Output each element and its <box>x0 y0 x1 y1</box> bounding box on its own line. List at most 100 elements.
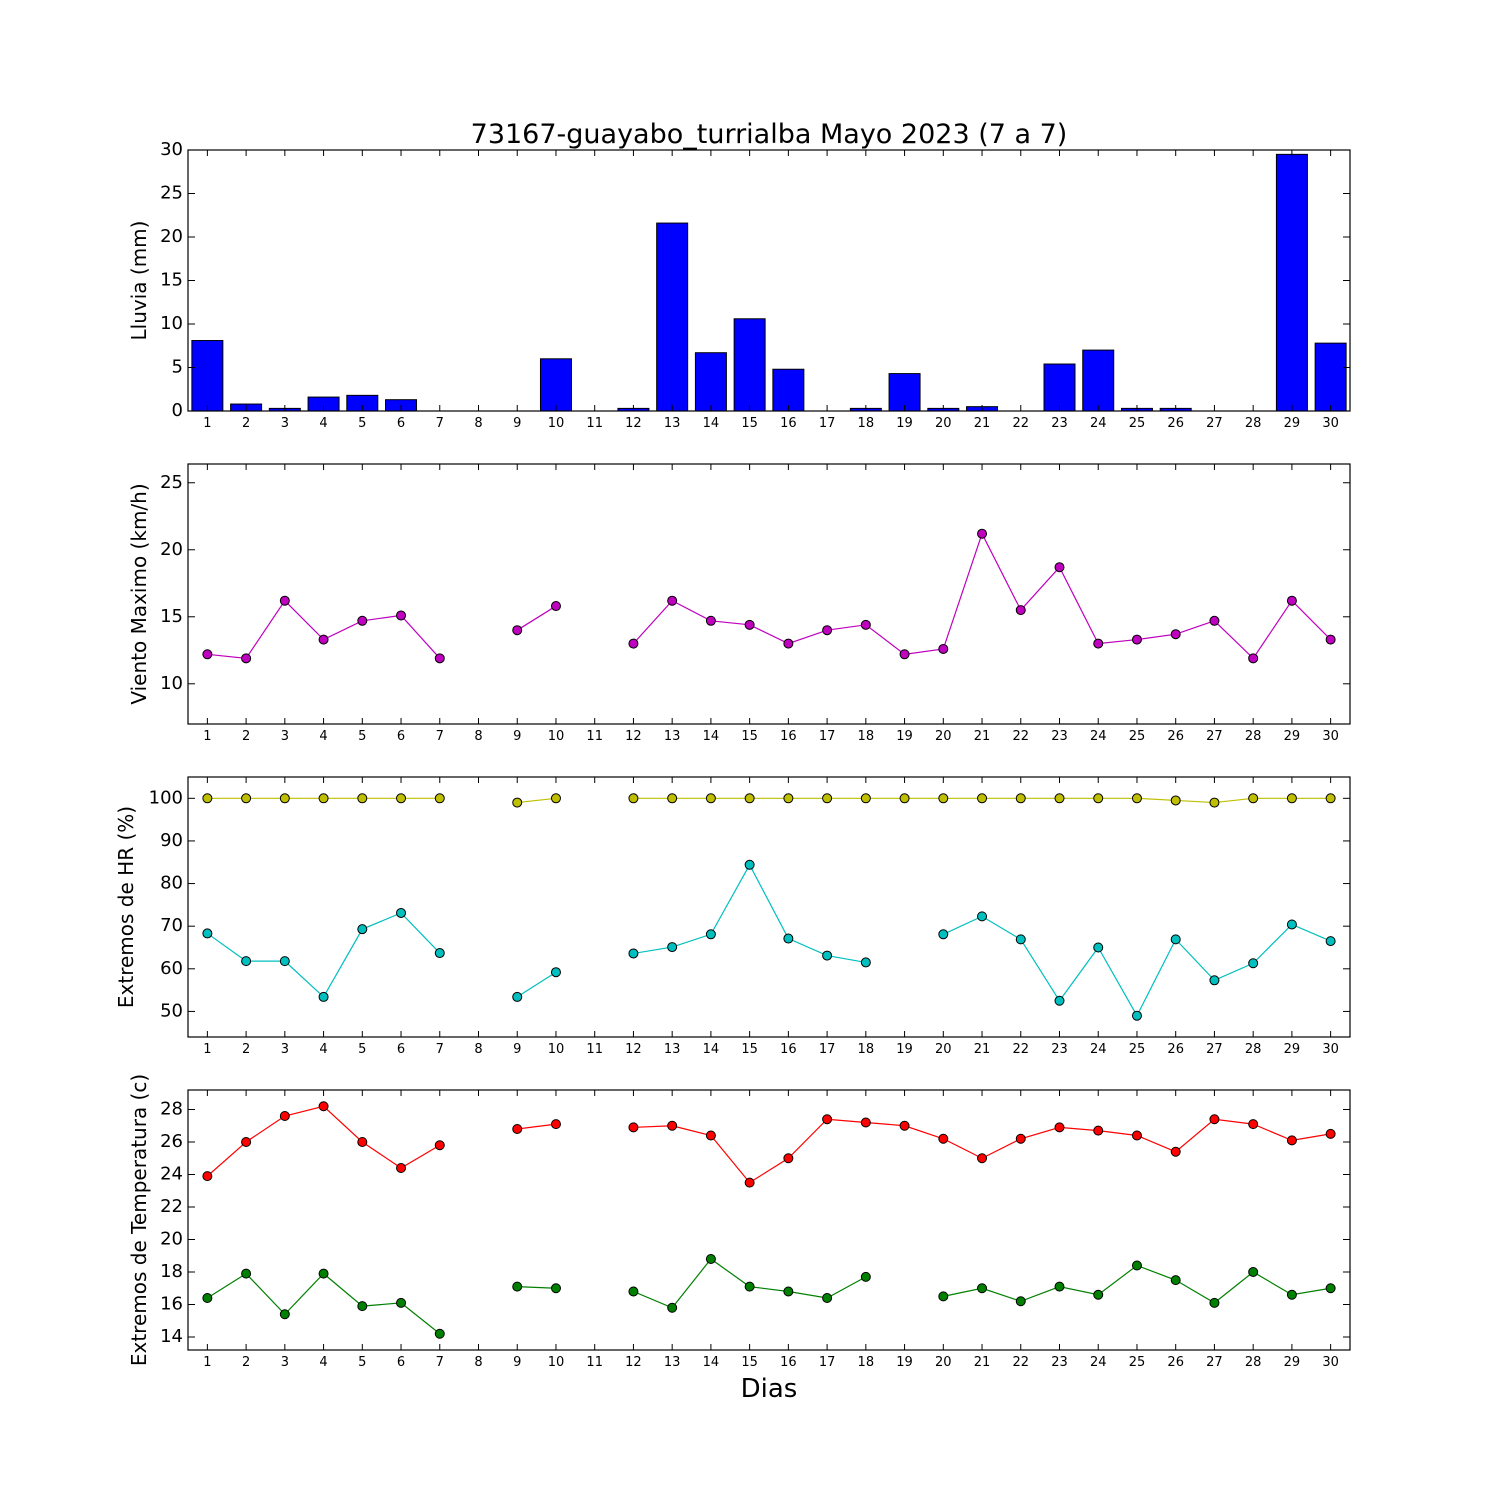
x-tick-label: 21 <box>974 416 991 431</box>
x-tick-label: 26 <box>1167 1355 1184 1370</box>
x-tick-label: 19 <box>896 1042 913 1057</box>
series-2-point-day-6 <box>396 1297 407 1308</box>
series-2-point-day-9 <box>512 991 523 1002</box>
series-2-point-day-22 <box>1015 1296 1026 1307</box>
series-1-point-day-14 <box>705 793 716 804</box>
y-tick-label: 25 <box>160 472 183 493</box>
x-tick-label: 7 <box>436 729 444 744</box>
x-tick-label: 11 <box>586 729 603 744</box>
x-tick-label: 24 <box>1090 1042 1107 1057</box>
series-1-point-day-15 <box>744 793 755 804</box>
y-tick-label: 15 <box>160 270 183 291</box>
x-tick-label: 22 <box>1012 1355 1029 1370</box>
series-1-point-day-17 <box>822 793 833 804</box>
x-tick-label: 6 <box>397 1042 405 1057</box>
x-tick-label: 7 <box>436 416 444 431</box>
series-2-point-day-20 <box>938 929 949 940</box>
series-1-point-day-26 <box>1170 1146 1181 1157</box>
x-tick-label: 27 <box>1206 416 1223 431</box>
x-tick-label: 26 <box>1167 1042 1184 1057</box>
series-1-point-day-23 <box>1054 562 1065 573</box>
x-tick-label: 15 <box>741 416 758 431</box>
x-tick-label: 10 <box>548 1355 565 1370</box>
series-1-point-day-12 <box>628 793 639 804</box>
x-tick-label: 3 <box>281 1355 289 1370</box>
x-tick-label: 4 <box>319 729 327 744</box>
series-1-line-segment <box>207 599 441 659</box>
series-1-point-day-13 <box>667 793 678 804</box>
series-1-point-day-2 <box>241 1137 252 1147</box>
series-2-point-day-16 <box>783 933 794 944</box>
x-tick-label: 22 <box>1012 729 1029 744</box>
x-tick-label: 6 <box>397 1355 405 1370</box>
series-1-point-day-29 <box>1286 1135 1297 1146</box>
x-tick-label: 29 <box>1284 1042 1301 1057</box>
x-tick-label: 18 <box>858 729 875 744</box>
series-2-point-day-29 <box>1286 1289 1297 1300</box>
x-tick-label: 25 <box>1129 1355 1146 1370</box>
series-1-point-day-10 <box>550 1119 561 1130</box>
series-1-line-segment <box>516 605 557 631</box>
series-2-point-day-7 <box>434 948 445 959</box>
series-1-point-day-30 <box>1325 1128 1336 1139</box>
series-1-point-day-29 <box>1286 793 1297 804</box>
plot-frame <box>187 776 1351 1038</box>
series-1-point-day-6 <box>396 610 407 621</box>
series-2-point-day-27 <box>1209 1297 1220 1308</box>
series-1-point-day-21 <box>977 1153 988 1164</box>
series-1-point-day-7 <box>434 653 445 664</box>
series-1-line-segment <box>632 532 1332 660</box>
x-tick-label: 30 <box>1322 1355 1339 1370</box>
x-axis-label: Dias <box>741 1374 798 1404</box>
rain-bar-day-14 <box>694 352 727 412</box>
x-tick-label: 10 <box>548 729 565 744</box>
x-tick-label: 9 <box>513 1355 521 1370</box>
series-1-point-day-29 <box>1286 595 1297 606</box>
series-1-point-day-12 <box>628 638 639 649</box>
y-tick-label: 22 <box>160 1196 183 1217</box>
series-1-point-day-21 <box>977 528 988 539</box>
series-1-point-day-14 <box>705 1130 716 1141</box>
x-tick-label: 27 <box>1206 1042 1223 1057</box>
series-1-point-day-24 <box>1093 638 1104 649</box>
series-1-point-day-6 <box>396 1163 407 1173</box>
x-tick-label: 18 <box>858 1355 875 1370</box>
x-tick-label: 9 <box>513 416 521 431</box>
x-tick-label: 23 <box>1051 1355 1068 1370</box>
x-tick-label: 1 <box>203 1042 211 1057</box>
series-2-point-day-15 <box>744 1281 755 1292</box>
x-tick-label: 24 <box>1090 729 1107 744</box>
y-tick-label: 18 <box>160 1261 183 1282</box>
series-2-point-day-9 <box>512 1281 523 1292</box>
series-1-point-day-26 <box>1170 629 1181 640</box>
x-tick-label: 19 <box>896 416 913 431</box>
series-2-point-day-14 <box>705 929 716 940</box>
rain-bar-day-16 <box>772 368 805 412</box>
x-tick-label: 22 <box>1012 1042 1029 1057</box>
y-tick-label: 100 <box>149 787 183 808</box>
series-1-point-day-28 <box>1248 1119 1259 1130</box>
series-1-point-day-5 <box>357 615 368 626</box>
series-1-point-day-4 <box>318 793 329 804</box>
x-tick-label: 21 <box>974 729 991 744</box>
rain-bar-day-10 <box>539 358 572 412</box>
series-1-point-day-22 <box>1015 1133 1026 1144</box>
series-1-point-day-21 <box>977 793 988 804</box>
x-tick-label: 22 <box>1012 416 1029 431</box>
series-1-point-day-24 <box>1093 793 1104 804</box>
series-2-point-day-18 <box>860 957 871 968</box>
series-2-point-day-1 <box>202 928 213 939</box>
series-2-point-day-6 <box>396 907 407 918</box>
series-2-point-day-12 <box>628 948 639 959</box>
y-axis-label: Extremos de Temperatura (c) <box>127 1074 151 1366</box>
x-tick-label: 6 <box>397 416 405 431</box>
series-1-point-day-22 <box>1015 605 1026 616</box>
x-tick-label: 8 <box>474 1042 482 1057</box>
x-tick-label: 11 <box>586 1042 603 1057</box>
series-1-point-day-7 <box>434 1140 445 1151</box>
x-tick-label: 26 <box>1167 729 1184 744</box>
x-tick-label: 1 <box>203 729 211 744</box>
x-tick-label: 7 <box>436 1042 444 1057</box>
x-tick-label: 3 <box>281 729 289 744</box>
series-2-point-day-27 <box>1209 975 1220 986</box>
